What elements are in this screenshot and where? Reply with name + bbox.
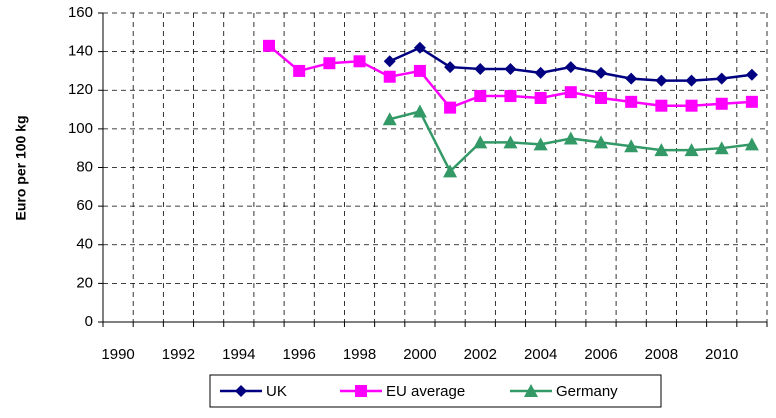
marker: [745, 95, 758, 108]
marker: [412, 104, 427, 118]
marker: [353, 55, 366, 68]
marker: [293, 64, 306, 77]
marker: [383, 55, 396, 68]
x-tick-label: 1998: [343, 346, 376, 363]
legend-label: Germany: [556, 383, 618, 400]
marker: [533, 137, 548, 151]
x-tick-label: 2006: [584, 346, 617, 363]
marker: [474, 63, 487, 76]
legend-marker: [355, 385, 367, 397]
marker: [595, 91, 607, 104]
marker: [263, 39, 275, 52]
marker: [444, 61, 457, 74]
marker: [503, 135, 518, 149]
marker: [655, 74, 668, 87]
y-tick-label: 160: [68, 4, 93, 21]
marker: [383, 70, 396, 83]
marker: [504, 90, 517, 103]
y-tick-label: 100: [68, 120, 93, 137]
marker: [744, 137, 759, 151]
marker: [534, 91, 547, 104]
marker: [474, 90, 487, 103]
marker: [625, 72, 638, 85]
marker: [473, 135, 488, 149]
legend-marker: [524, 384, 538, 397]
y-tick-label: 60: [76, 197, 93, 214]
marker: [563, 131, 578, 145]
y-tick-label: 80: [76, 158, 93, 175]
marker: [323, 57, 336, 70]
legend-label: EU average: [386, 383, 465, 400]
marker: [595, 66, 607, 79]
legend-box: [209, 374, 662, 408]
marker: [714, 141, 729, 155]
marker: [684, 143, 699, 157]
x-tick-label: 1990: [101, 346, 134, 363]
legend-label: UK: [266, 383, 287, 400]
y-tick-label: 0: [85, 313, 93, 330]
y-tick-label: 20: [76, 274, 93, 291]
y-axis-title: Euro per 100 kg: [13, 115, 29, 220]
marker: [624, 139, 639, 153]
marker: [625, 95, 638, 108]
marker: [715, 97, 728, 110]
marker: [413, 41, 426, 54]
marker: [655, 99, 668, 112]
marker: [564, 86, 577, 99]
y-tick-label: 40: [76, 236, 93, 253]
legend-marker: [235, 385, 247, 397]
x-tick-label: 2004: [524, 346, 557, 363]
marker: [745, 68, 758, 81]
marker: [444, 101, 457, 114]
marker: [504, 63, 517, 76]
marker: [382, 112, 397, 126]
marker: [685, 74, 698, 87]
marker: [443, 164, 458, 178]
x-tick-label: 2002: [464, 346, 497, 363]
marker: [564, 61, 577, 74]
marker: [654, 143, 669, 157]
y-tick-label: 120: [68, 81, 93, 98]
marker: [715, 72, 728, 85]
x-tick-label: 2000: [403, 346, 436, 363]
x-tick-label: 1996: [282, 346, 315, 363]
marker: [413, 64, 426, 77]
x-tick-label: 1992: [162, 346, 195, 363]
marker: [594, 135, 608, 149]
x-tick-label: 1994: [222, 346, 255, 363]
x-tick-label: 2010: [705, 346, 738, 363]
x-tick-label: 2008: [645, 346, 678, 363]
y-tick-label: 140: [68, 43, 93, 60]
marker: [534, 66, 547, 79]
marker: [685, 99, 698, 112]
